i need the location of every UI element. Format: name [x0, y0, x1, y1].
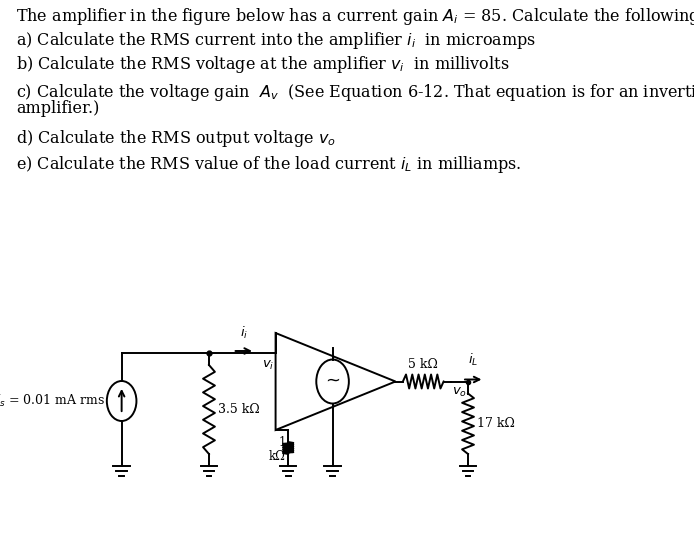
Text: ~: ~: [325, 372, 340, 390]
Text: 5 kΩ: 5 kΩ: [408, 357, 438, 370]
Text: 17 kΩ: 17 kΩ: [477, 417, 515, 430]
Text: $i_i$: $i_i$: [239, 325, 248, 341]
Text: The amplifier in the figure below has a current gain $A_i$ = 85. Calculate the f: The amplifier in the figure below has a …: [16, 6, 694, 27]
Text: amplifier.): amplifier.): [16, 100, 99, 117]
Text: kΩ: kΩ: [269, 449, 286, 463]
Text: $v_i$: $v_i$: [262, 359, 274, 372]
Text: $i_L$: $i_L$: [468, 352, 478, 368]
Text: 3.5 kΩ: 3.5 kΩ: [218, 403, 260, 416]
Text: 1: 1: [278, 437, 286, 449]
Text: $v_o$: $v_o$: [452, 385, 466, 398]
Text: $i_s$ = 0.01 mA rms: $i_s$ = 0.01 mA rms: [0, 393, 105, 409]
Text: c) Calculate the voltage gain  $A_v$  (See Equation 6-12. That equation is for a: c) Calculate the voltage gain $A_v$ (See…: [16, 82, 694, 103]
Text: b) Calculate the RMS voltage at the amplifier $v_i$  in millivolts: b) Calculate the RMS voltage at the ampl…: [16, 54, 509, 75]
Text: e) Calculate the RMS value of the load current $i_L$ in milliamps.: e) Calculate the RMS value of the load c…: [16, 154, 521, 175]
Text: d) Calculate the RMS output voltage $v_o$: d) Calculate the RMS output voltage $v_o…: [16, 128, 336, 149]
Text: a) Calculate the RMS current into the amplifier $i_i$  in microamps: a) Calculate the RMS current into the am…: [16, 30, 536, 51]
